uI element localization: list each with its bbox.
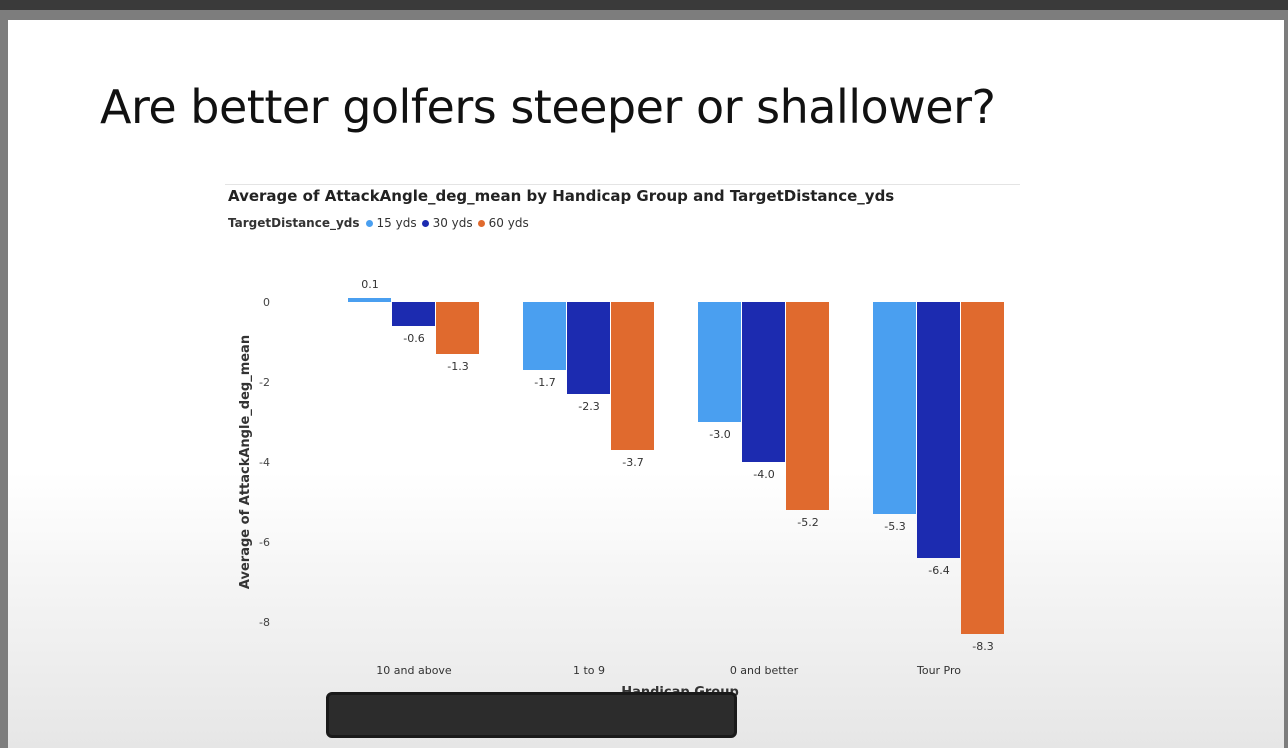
y-axis-title: Average of AttackAngle_deg_mean xyxy=(238,335,253,589)
legend-dot-60-yds xyxy=(477,219,485,227)
chart-legend: TargetDistance_yds 15 yds 30 yds 60 yds xyxy=(228,216,534,230)
data-label: -0.6 xyxy=(403,332,424,345)
chart-title: Average of AttackAngle_deg_mean by Handi… xyxy=(228,187,895,205)
data-label: 0.1 xyxy=(361,278,379,291)
x-tick-label: 1 to 9 xyxy=(573,664,605,677)
data-label: -4.0 xyxy=(753,468,774,481)
bar-15-yds-10-and-above[interactable] xyxy=(348,298,391,302)
y-tick-label: -2 xyxy=(259,376,270,389)
legend-label-15-yds: 15 yds xyxy=(376,216,417,230)
y-tick-label: -6 xyxy=(259,536,270,549)
data-label: -6.4 xyxy=(928,564,949,577)
data-label: -2.3 xyxy=(578,400,599,413)
bar-60-yds-0-and-better[interactable] xyxy=(786,302,829,510)
data-label: -5.2 xyxy=(797,516,818,529)
bar-30-yds-1-to-9[interactable] xyxy=(567,302,610,394)
y-tick-label: 0 xyxy=(263,296,270,309)
x-tick-label: 0 and better xyxy=(730,664,799,677)
y-tick-label: -8 xyxy=(259,616,270,629)
video-overlay-box xyxy=(326,692,737,738)
bar-15-yds-0-and-better[interactable] xyxy=(698,302,741,422)
bar-30-yds-10-and-above[interactable] xyxy=(392,302,435,326)
bar-15-yds-Tour-Pro[interactable] xyxy=(873,302,916,514)
bar-30-yds-0-and-better[interactable] xyxy=(742,302,785,462)
legend-title: TargetDistance_yds xyxy=(228,216,360,230)
data-labels: 0.1 -1.7 -3.0 -5.3 -0.6 -2.3 -4.0 -6.4 -1.3 -3.7 -… xyxy=(361,278,993,653)
bar-60-yds-Tour-Pro[interactable] xyxy=(961,302,1004,634)
data-label: -5.3 xyxy=(884,520,905,533)
data-label: -3.7 xyxy=(622,456,643,469)
y-tick-label: -4 xyxy=(259,456,270,469)
slide-title: Are better golfers steeper or shallower? xyxy=(100,80,996,134)
top-bar xyxy=(0,0,1288,10)
bar-60-yds-1-to-9[interactable] xyxy=(611,302,654,450)
legend-label-30-yds: 30 yds xyxy=(432,216,473,230)
bar-60-yds-10-and-above[interactable] xyxy=(436,302,479,354)
legend-item-30-yds[interactable]: 30 yds xyxy=(421,216,473,230)
legend-label-60-yds: 60 yds xyxy=(488,216,529,230)
legend-item-60-yds[interactable]: 60 yds xyxy=(477,216,529,230)
x-tick-label: 10 and above xyxy=(376,664,452,677)
legend-item-15-yds[interactable]: 15 yds xyxy=(365,216,417,230)
bar-30-yds-Tour-Pro[interactable] xyxy=(917,302,960,558)
bar-15-yds-1-to-9[interactable] xyxy=(523,302,566,370)
legend-dot-30-yds xyxy=(421,219,429,227)
legend-dot-15-yds xyxy=(365,219,373,227)
data-label: -1.3 xyxy=(447,360,468,373)
x-axis: 10 and above 1 to 9 0 and better Tour Pro xyxy=(376,664,961,677)
chart-title-divider xyxy=(225,184,1020,185)
data-label: -3.0 xyxy=(709,428,730,441)
data-label: -8.3 xyxy=(972,640,993,653)
x-tick-label: Tour Pro xyxy=(916,664,961,677)
bars xyxy=(348,298,1004,634)
data-label: -1.7 xyxy=(534,376,555,389)
y-axis: 0 -2 -4 -6 -8 xyxy=(259,296,270,629)
